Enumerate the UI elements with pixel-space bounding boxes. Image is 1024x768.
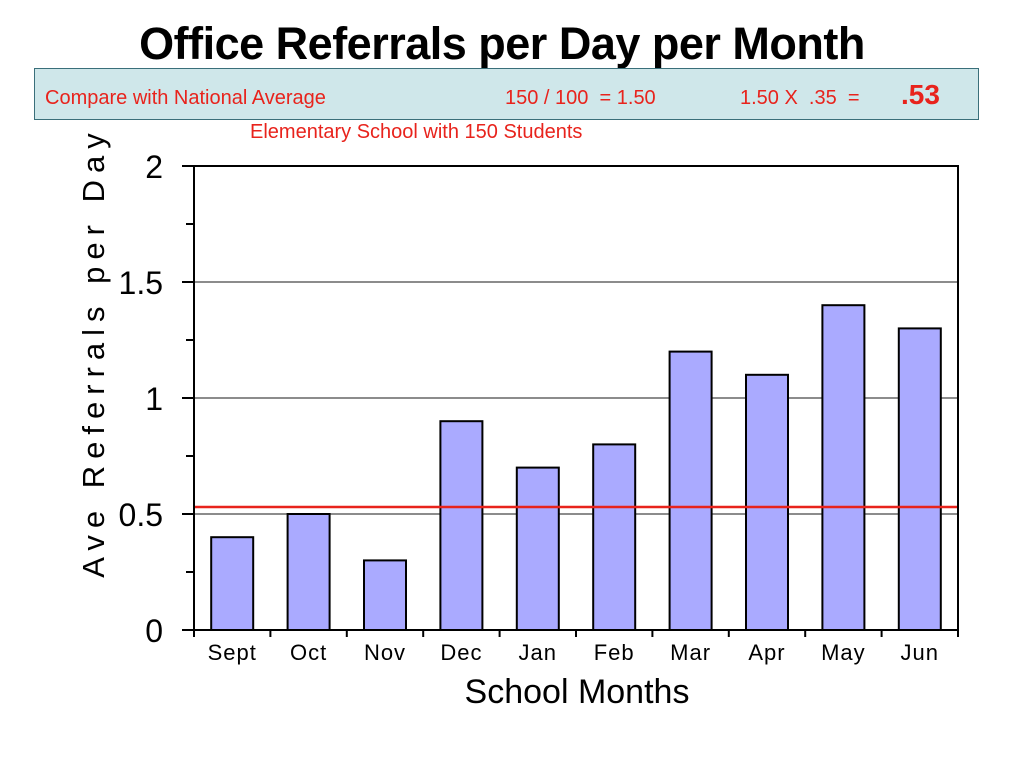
x-tick-label: Oct: [290, 640, 327, 665]
x-tick-label: Mar: [670, 640, 711, 665]
x-tick-label: May: [821, 640, 866, 665]
y-tick-label: 1.5: [119, 265, 163, 301]
bar-apr: [745, 373, 789, 631]
y-axis-title: Ave Referrals per Day: [76, 126, 111, 577]
x-tick-label: Sept: [208, 640, 257, 665]
national-average-comparison-box: Compare with National Average 150 / 100 …: [34, 68, 979, 120]
bar-feb: [592, 443, 637, 631]
x-tick-labels: Sept Oct Nov Dec Jan Feb Mar Apr May Jun: [208, 640, 939, 665]
chart-title: Office Referrals per Day per Month: [139, 18, 865, 69]
bar-dec: [439, 420, 484, 632]
y-tick-label: 1: [145, 381, 163, 417]
bar-may: [821, 304, 866, 631]
compare-result: .53: [901, 79, 940, 110]
x-tick-label: Dec: [440, 640, 482, 665]
compare-calculation-ratio: 150 / 100 = 1.50: [505, 87, 656, 109]
chart-subtitle: Elementary School with 150 Students: [250, 121, 583, 143]
x-tick-label: Apr: [748, 640, 785, 665]
x-tick-label: Feb: [594, 640, 635, 665]
x-tick-label: Jun: [901, 640, 939, 665]
bar-mar: [668, 350, 713, 631]
bar-jun: [897, 327, 942, 631]
x-axis-title: School Months: [465, 673, 690, 711]
compare-label: Compare with National Average: [45, 87, 326, 109]
bars: [210, 304, 942, 632]
axis-ticks: [182, 165, 959, 637]
bar-jan: [515, 466, 560, 631]
y-tick-label: 0: [145, 613, 163, 649]
x-tick-label: Nov: [364, 640, 406, 665]
y-tick-labels: 0 0.5 1 1.5 2: [119, 149, 163, 649]
bar-nov: [363, 559, 407, 632]
y-tick-label: 0.5: [119, 497, 163, 533]
y-tick-label: 2: [145, 149, 163, 185]
x-tick-label: Jan: [519, 640, 557, 665]
compare-calculation-product: 1.50 X .35 =: [740, 87, 860, 109]
bar-oct: [286, 513, 331, 631]
bar-sept: [210, 536, 255, 632]
